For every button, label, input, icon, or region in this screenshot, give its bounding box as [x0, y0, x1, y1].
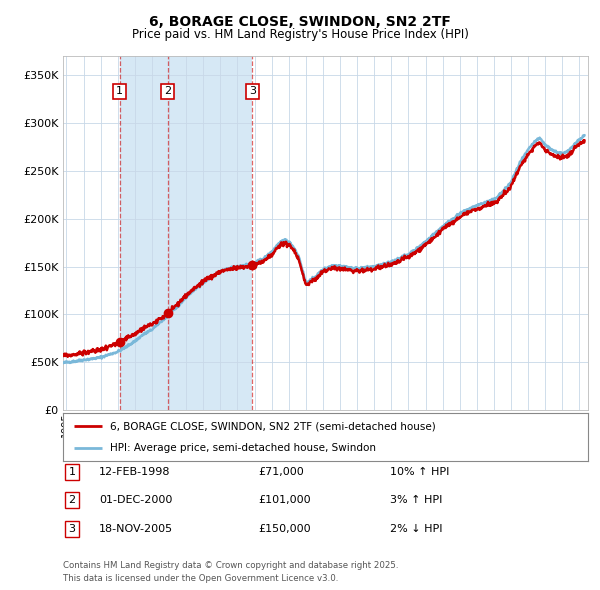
Bar — [167, 56, 253, 410]
Text: Contains HM Land Registry data © Crown copyright and database right 2025.
This d: Contains HM Land Registry data © Crown c… — [63, 562, 398, 583]
Text: 2% ↓ HPI: 2% ↓ HPI — [390, 524, 443, 533]
Text: 2: 2 — [164, 87, 171, 96]
Text: 01-DEC-2000: 01-DEC-2000 — [99, 496, 172, 505]
Text: 1: 1 — [116, 87, 123, 96]
Text: £101,000: £101,000 — [258, 496, 311, 505]
Text: Price paid vs. HM Land Registry's House Price Index (HPI): Price paid vs. HM Land Registry's House … — [131, 28, 469, 41]
Text: 18-NOV-2005: 18-NOV-2005 — [99, 524, 173, 533]
Text: 10% ↑ HPI: 10% ↑ HPI — [390, 467, 449, 477]
Bar — [120, 56, 167, 410]
Text: 6, BORAGE CLOSE, SWINDON, SN2 2TF: 6, BORAGE CLOSE, SWINDON, SN2 2TF — [149, 15, 451, 30]
Text: £71,000: £71,000 — [258, 467, 304, 477]
Text: 3% ↑ HPI: 3% ↑ HPI — [390, 496, 442, 505]
Text: 1: 1 — [68, 467, 76, 477]
Text: £150,000: £150,000 — [258, 524, 311, 533]
Text: 2: 2 — [68, 496, 76, 505]
Text: 3: 3 — [249, 87, 256, 96]
Text: 3: 3 — [68, 524, 76, 533]
Text: 6, BORAGE CLOSE, SWINDON, SN2 2TF (semi-detached house): 6, BORAGE CLOSE, SWINDON, SN2 2TF (semi-… — [110, 421, 436, 431]
Text: HPI: Average price, semi-detached house, Swindon: HPI: Average price, semi-detached house,… — [110, 443, 376, 453]
Text: 12-FEB-1998: 12-FEB-1998 — [99, 467, 170, 477]
